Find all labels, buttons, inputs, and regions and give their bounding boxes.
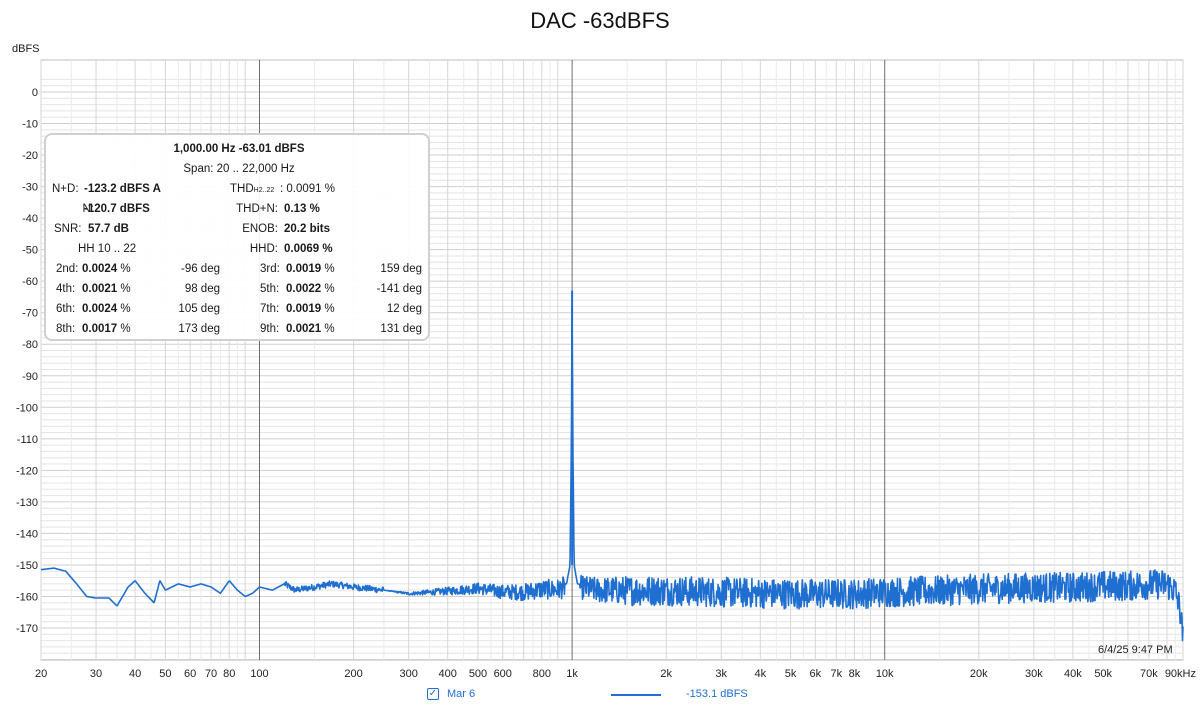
harmonic-phase: 105 deg <box>178 303 220 315</box>
y-tick-label: -170 <box>16 623 38 635</box>
enob-label: ENOB: <box>242 223 278 235</box>
harmonic-phase: 131 deg <box>380 323 422 335</box>
timestamp: 6/4/25 9:47 PM <box>1098 644 1173 656</box>
stats-header: 1,000.00 Hz -63.01 dBFS <box>173 143 305 155</box>
series-line-mar6 <box>40 305 1184 642</box>
y-tick-label: -100 <box>16 402 38 414</box>
x-tick-label: 1k <box>566 668 578 680</box>
x-tick-label: 7k <box>830 668 842 680</box>
y-axis-unit: dBFS <box>12 43 40 55</box>
x-tick-label: 6k <box>810 668 822 680</box>
y-tick-label: -140 <box>16 528 38 540</box>
measurement-stats-box[interactable]: 1,000.00 Hz -63.01 dBFS Span: 20 .. 22,0… <box>44 133 430 341</box>
harmonic-phase: -141 deg <box>376 283 422 295</box>
x-tick-label: 600 <box>494 668 512 680</box>
enob-value: 20.2 bits <box>284 223 331 235</box>
x-tick-label: 70k <box>1140 668 1158 680</box>
harmonic-percent: 0.0019 % <box>286 263 335 275</box>
harmonic-label: 5th: <box>260 283 280 295</box>
hhd-value: 0.0069 % <box>284 243 333 255</box>
snr-label: SNR: <box>54 223 82 235</box>
x-tick-label: 80 <box>223 668 235 680</box>
y-tick-label: -80 <box>22 339 38 351</box>
x-tick-label: 60 <box>184 668 196 680</box>
harmonic-phase: 12 deg <box>386 303 422 315</box>
x-tick-label: 500 <box>469 668 487 680</box>
harmonic-phase: -96 deg <box>180 263 220 275</box>
stats-span: Span: 20 .. 22,000 Hz <box>183 163 295 175</box>
harmonic-percent: 0.0019 % <box>286 303 335 315</box>
x-tick-label: 40k <box>1064 668 1082 680</box>
thd-value: : 0.0091 % <box>280 183 335 195</box>
x-tick-label: 100 <box>250 668 268 680</box>
harmonic-percent: 0.0021 % <box>82 283 131 295</box>
harmonic-label: 6th: <box>56 303 76 315</box>
harmonic-percent: 0.0022 % <box>286 283 335 295</box>
y-tick-label: -20 <box>22 150 38 162</box>
harmonic-label: 7th: <box>260 303 280 315</box>
n-label: N: <box>82 203 95 215</box>
hhd-label: HHD: <box>249 243 278 255</box>
y-tick-label: 0 <box>32 87 38 99</box>
y-tick-label: -160 <box>16 591 38 603</box>
x-tick-label: 10k <box>876 668 894 680</box>
y-tick-label: -40 <box>22 213 38 225</box>
y-tick-label: -70 <box>22 308 38 320</box>
y-tick-label: -50 <box>22 245 38 257</box>
y-tick-label: -60 <box>22 276 38 288</box>
y-tick-label: -30 <box>22 182 38 194</box>
x-tick-label: 30k <box>1025 668 1043 680</box>
harmonic-phase: 173 deg <box>178 323 220 335</box>
x-tick-label: 20 <box>35 668 47 680</box>
harmonic-percent: 0.0021 % <box>286 323 335 335</box>
nd-value: -123.2 dBFS A <box>84 183 161 195</box>
x-tick-label: 2k <box>660 668 672 680</box>
y-tick-label: -90 <box>22 371 38 383</box>
hh-label: HH 10 .. 22 <box>78 243 137 255</box>
x-tick-label: 200 <box>344 668 362 680</box>
x-tick-label: 40 <box>129 668 141 680</box>
harmonic-label: 3rd: <box>260 263 280 275</box>
chart-title: DAC -63dBFS <box>530 8 670 33</box>
x-tick-label: 20k <box>970 668 988 680</box>
harmonic-percent: 0.0017 % <box>82 323 131 335</box>
harmonic-percent: 0.0024 % <box>82 303 131 315</box>
legend-value: -153.1 dBFS <box>686 688 748 700</box>
y-tick-label: -120 <box>16 465 38 477</box>
n-value: -120.7 dBFS <box>84 203 150 215</box>
thd-label: THDH2..22 <box>230 183 275 195</box>
legend-line-swatch <box>611 694 661 696</box>
y-tick-label: -150 <box>16 560 38 572</box>
x-tick-label: 3k <box>715 668 727 680</box>
harmonic-label: 8th: <box>56 323 76 335</box>
harmonic-phase: 98 deg <box>184 283 220 295</box>
x-tick-label: 30 <box>90 668 102 680</box>
snr-value: 57.7 dB <box>88 223 129 235</box>
nd-label: N+D: <box>52 183 79 195</box>
thdn-value: 0.13 % <box>284 203 320 215</box>
x-tick-label: 50k <box>1094 668 1112 680</box>
x-tick-label: 90kHz <box>1165 668 1196 680</box>
y-tick-label: -110 <box>17 434 38 446</box>
harmonic-label: 2nd: <box>56 263 79 275</box>
legend-checkbox[interactable]: ✓ <box>427 688 439 700</box>
x-tick-label: 800 <box>533 668 551 680</box>
harmonic-phase: 159 deg <box>380 263 422 275</box>
harmonic-percent: 0.0024 % <box>82 263 131 275</box>
thdn-label: THD+N: <box>236 203 278 215</box>
x-tick-label: 5k <box>785 668 797 680</box>
x-tick-label: 4k <box>754 668 766 680</box>
y-tick-label: -10 <box>22 119 38 131</box>
x-tick-label: 300 <box>399 668 417 680</box>
y-tick-label: -130 <box>16 497 38 509</box>
x-tick-label: 70 <box>205 668 217 680</box>
harmonic-label: 4th: <box>56 283 76 295</box>
x-tick-label: 400 <box>439 668 457 680</box>
x-tick-label: 50 <box>159 668 171 680</box>
legend-series-label[interactable]: Mar 6 <box>447 688 476 700</box>
x-tick-label: 8k <box>849 668 861 680</box>
harmonic-label: 9th: <box>260 323 280 335</box>
